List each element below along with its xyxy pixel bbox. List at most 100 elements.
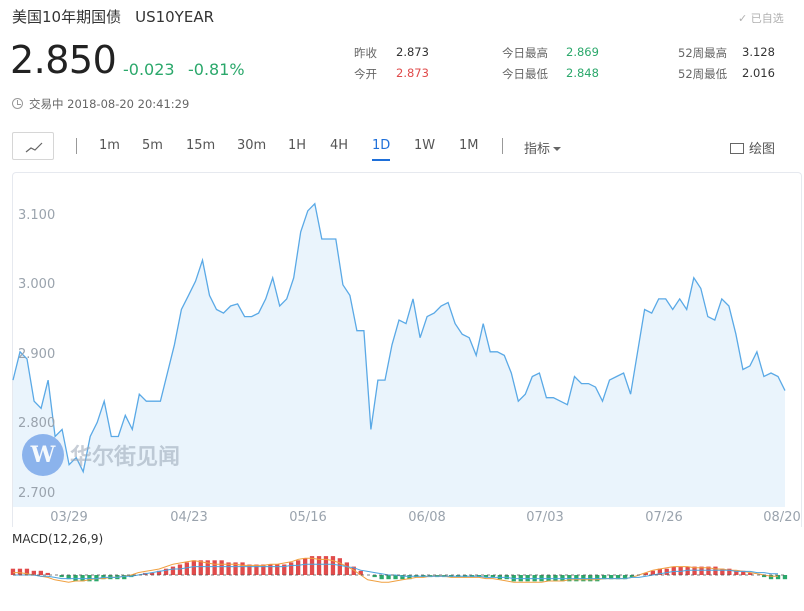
stat-label: 今日最低 xyxy=(502,67,548,81)
macd-histogram-bar xyxy=(727,568,732,575)
period-1mo[interactable]: 1M xyxy=(459,138,479,153)
stat-label: 今开 xyxy=(354,67,377,81)
macd-histogram-bar xyxy=(622,575,628,580)
price-chart[interactable]: 3.100 3.000 2.900 2.800 2.700 03/29 04/2… xyxy=(0,172,804,611)
macd-histogram-bar xyxy=(219,560,224,575)
macd-histogram-bar xyxy=(268,564,273,575)
stat-open: 今开 2.873 xyxy=(354,66,429,82)
macd-histogram-bar xyxy=(59,575,64,578)
watchlist-toggle[interactable]: ✓ 已自选 xyxy=(738,10,784,26)
stat-day-low: 今日最低 2.848 xyxy=(502,66,599,82)
stat-52w-high: 52周最高 3.128 xyxy=(678,45,775,61)
period-4h[interactable]: 4H xyxy=(330,138,349,153)
draw-label: 绘图 xyxy=(749,142,776,157)
period-1d[interactable]: 1D xyxy=(372,138,391,161)
macd-histogram-bar xyxy=(226,562,231,575)
period-1m[interactable]: 1m xyxy=(99,138,120,153)
macd-histogram-bar xyxy=(775,575,781,580)
macd-histogram-bar xyxy=(24,568,30,575)
macd-histogram-bar xyxy=(66,575,71,580)
macd-dif-line xyxy=(13,557,778,583)
macd-histogram-bar xyxy=(678,566,683,575)
macd-histogram-bar xyxy=(17,568,23,575)
drawing-tool-icon xyxy=(730,143,744,154)
x-tick-label: 06/08 xyxy=(408,510,446,525)
macd-histogram-bar xyxy=(212,560,217,575)
macd-histogram-bar xyxy=(720,568,725,575)
macd-histogram-bar xyxy=(247,564,252,575)
draw-button[interactable]: 绘图 xyxy=(730,138,775,157)
toolbar-divider xyxy=(502,138,503,154)
x-tick-label: 07/03 xyxy=(526,510,564,525)
x-tick-label: 08/20 xyxy=(763,510,801,525)
macd-histogram-bar xyxy=(122,575,127,580)
macd-histogram-bar xyxy=(483,575,489,578)
period-1w[interactable]: 1W xyxy=(414,138,436,153)
stat-value: 2.873 xyxy=(396,45,429,59)
macd-histogram-bar xyxy=(351,566,356,575)
price-change: -0.023 xyxy=(123,60,175,79)
y-tick-label: 3.100 xyxy=(18,208,56,223)
macd-histogram-bar xyxy=(149,572,155,575)
macd-histogram-bar xyxy=(337,558,342,575)
stat-value: 2.848 xyxy=(566,66,599,80)
macd-histogram-bar xyxy=(344,562,349,575)
macd-histogram-bar xyxy=(170,566,176,575)
macd-histogram-bar xyxy=(240,562,245,575)
indicator-label: 指标 xyxy=(524,142,551,157)
macd-histogram-bar xyxy=(198,560,203,575)
period-5m[interactable]: 5m xyxy=(142,138,163,153)
chart-type-button[interactable] xyxy=(12,132,54,160)
watermark-logo: W xyxy=(22,434,64,476)
macd-histogram-bar xyxy=(407,575,412,580)
macd-histogram-bar xyxy=(650,570,655,575)
indicator-dropdown[interactable]: 指标 xyxy=(524,138,562,157)
stat-value: 2.869 xyxy=(566,45,599,59)
instrument-code: US10YEAR xyxy=(135,8,215,26)
last-price: 2.850 xyxy=(10,38,117,82)
macd-histogram-bar xyxy=(643,572,648,575)
instrument-name: 美国10年期国债 xyxy=(12,8,122,26)
stat-prev-close: 昨收 2.873 xyxy=(354,45,429,61)
x-tick-label: 07/26 xyxy=(645,510,683,525)
period-15m[interactable]: 15m xyxy=(186,138,216,153)
macd-histogram-bar xyxy=(762,575,767,578)
stat-day-high: 今日最高 2.869 xyxy=(502,45,599,61)
macd-histogram-bar xyxy=(685,566,690,575)
stat-52w-low: 52周最低 2.016 xyxy=(678,66,775,82)
stat-label: 52周最高 xyxy=(678,46,728,60)
macd-histogram-bar xyxy=(330,556,336,575)
macd-histogram-bar xyxy=(205,560,210,575)
macd-histogram-bar xyxy=(400,575,405,580)
price-line xyxy=(12,202,786,474)
period-30m[interactable]: 30m xyxy=(237,138,267,153)
macd-histogram-bar xyxy=(490,575,495,578)
toolbar-divider xyxy=(76,138,77,154)
stat-label: 昨收 xyxy=(354,46,377,60)
macd-histogram-bar xyxy=(38,570,43,575)
macd-histogram-bar xyxy=(10,568,16,575)
chart-canvas xyxy=(10,202,788,583)
macd-histogram-bar xyxy=(393,575,398,580)
macd-histogram-bar xyxy=(296,560,301,575)
macd-histogram-bar xyxy=(609,575,614,580)
watermark-text: 华尔街见闻 xyxy=(70,444,181,470)
macd-histogram-bar xyxy=(45,572,50,575)
price-change-percent: -0.81% xyxy=(188,60,245,79)
line-chart-icon xyxy=(25,142,43,153)
stat-value: 2.016 xyxy=(742,66,775,80)
macd-histogram-bar xyxy=(748,572,753,575)
macd-histogram-bar xyxy=(741,570,746,575)
chart-frame xyxy=(12,172,802,527)
macd-histogram-bar xyxy=(768,575,774,580)
macd-histogram-bar xyxy=(358,570,363,575)
macd-histogram-bar xyxy=(372,575,377,578)
period-1h[interactable]: 1H xyxy=(288,138,307,153)
stat-value: 2.873 xyxy=(396,66,429,80)
trading-status: 交易中 2018-08-20 20:41:29 xyxy=(12,96,189,112)
macd-histogram-bar xyxy=(282,564,287,575)
y-tick-label: 3.000 xyxy=(18,277,56,292)
stat-label: 今日最高 xyxy=(502,46,548,60)
macd-histogram-bar xyxy=(699,566,704,575)
macd-histogram-bar xyxy=(177,564,183,575)
